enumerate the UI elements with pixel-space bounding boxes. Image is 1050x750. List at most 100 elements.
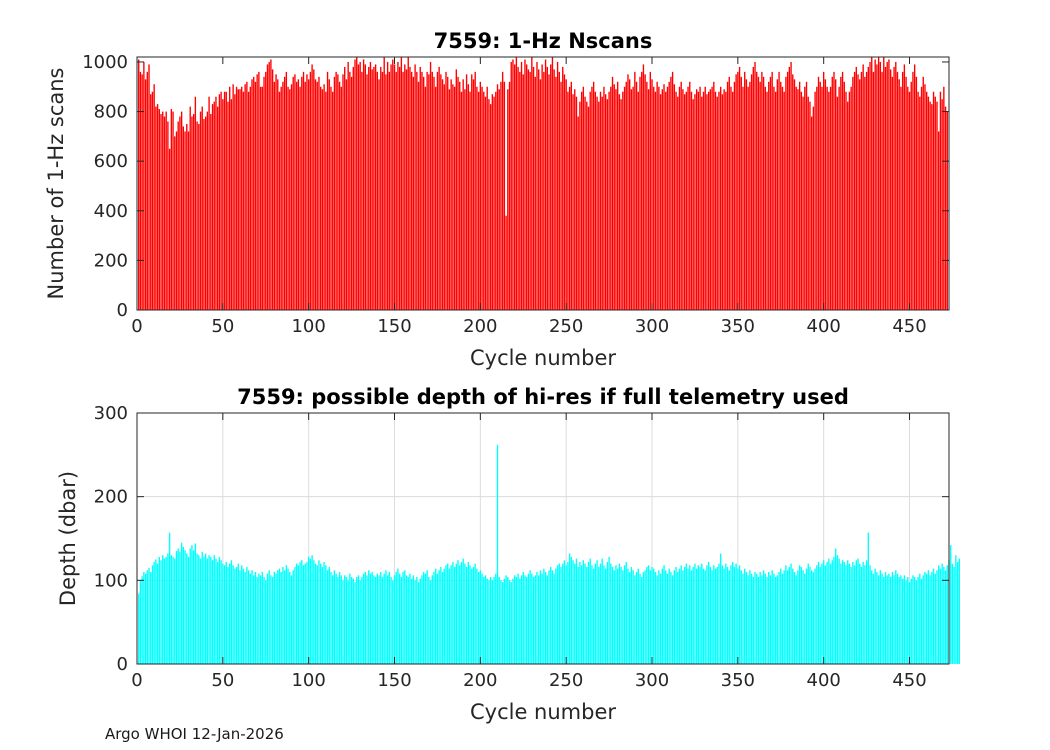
panel1-bar — [162, 111, 164, 310]
panel2-bar — [457, 560, 459, 664]
panel2-bar — [656, 575, 658, 664]
panel1-bar — [812, 106, 815, 310]
panel2-bar — [290, 575, 293, 664]
panel2-bar — [637, 568, 639, 664]
panel2-bar — [699, 566, 701, 664]
panel1-bar — [536, 61, 538, 311]
panel2-bar — [368, 570, 370, 664]
panel2-bar — [776, 575, 779, 664]
panel2-bar — [385, 570, 387, 664]
panel1-y-tick-label: 800 — [94, 102, 128, 123]
panel2-x-tick-label: 450 — [892, 670, 926, 691]
panel2-bar — [155, 559, 157, 664]
panel1-bar — [879, 61, 882, 311]
panel1-bar — [774, 91, 777, 310]
panel1-bar — [217, 106, 219, 310]
panel2-bar — [259, 575, 262, 664]
panel2-bar — [632, 570, 634, 664]
panel2-bar — [314, 563, 317, 664]
panel2-bar — [665, 570, 667, 664]
panel2-bar — [752, 576, 754, 664]
panel2-bar — [565, 565, 567, 664]
panel2-bar — [271, 576, 274, 664]
panel2-bar — [675, 566, 677, 664]
panel1-bar — [544, 59, 547, 311]
panel2-bar — [232, 565, 234, 664]
panel2-bar — [670, 571, 672, 664]
panel2-bar — [768, 571, 770, 664]
panel2-bar — [845, 565, 847, 664]
panel1-bar — [780, 81, 782, 310]
panel2-bar — [211, 560, 214, 664]
panel1-bar — [828, 91, 830, 310]
panel2-y-tick-label: 200 — [94, 487, 128, 508]
panel2-bar — [320, 563, 322, 664]
panel1-bar — [694, 94, 696, 311]
panel2-bar — [201, 551, 203, 664]
panel2-bar — [572, 560, 574, 664]
panel1-bar — [423, 76, 425, 310]
panel1-bar — [687, 86, 689, 310]
panel1-bar — [719, 86, 722, 310]
panel2-bar — [165, 556, 167, 664]
panel2-bar — [744, 568, 746, 664]
panel2-bar — [330, 571, 332, 664]
panel1-bar — [575, 96, 578, 310]
panel1-bar — [682, 89, 684, 310]
panel2-bar — [163, 558, 166, 664]
panel1-bar — [804, 86, 806, 310]
panel1-bar — [917, 91, 919, 310]
panel2-bar — [701, 563, 703, 664]
panel2-bar — [189, 548, 191, 664]
panel1-bar — [400, 57, 403, 310]
panel2-bar — [570, 556, 573, 664]
panel1-bar — [901, 71, 904, 310]
panel1-bar — [768, 81, 770, 310]
panel1-bar — [225, 91, 227, 310]
panel1-bar — [641, 71, 643, 310]
panel1-bar — [876, 64, 878, 310]
panel1-y-axis-label: Number of 1-Hz scans — [44, 68, 68, 300]
panel2-bar — [148, 567, 150, 664]
panel1-bar — [560, 81, 562, 310]
panel1-bar — [881, 71, 883, 310]
panel1-bar — [419, 66, 421, 310]
panel1-bar — [435, 86, 437, 310]
panel2-bar — [529, 570, 531, 664]
panel1-bar — [654, 91, 657, 310]
panel1-bar — [484, 96, 487, 310]
panel2-bar — [644, 570, 646, 664]
panel1-bar — [320, 86, 322, 310]
panel1-y-tick-label: 0 — [117, 300, 128, 321]
panel1-bar — [920, 86, 923, 310]
panel1-bar — [268, 61, 270, 311]
panel2-bar — [489, 576, 492, 664]
panel1-bar — [287, 86, 289, 310]
panel1-bar — [855, 66, 857, 310]
panel2-bar — [251, 570, 253, 664]
panel1-bar — [943, 86, 945, 310]
panel2-bar — [750, 573, 753, 664]
panel2-bar — [543, 568, 545, 664]
panel1-bar — [459, 81, 461, 310]
panel1-bar — [359, 61, 361, 311]
panel1-bar — [807, 96, 809, 310]
panel1-bar — [218, 94, 221, 311]
panel2-bar — [156, 563, 159, 664]
panel1-bar — [167, 121, 169, 311]
panel2-bar — [235, 566, 238, 664]
panel2-bar — [484, 575, 487, 664]
panel1-bar — [711, 86, 713, 310]
panel1-bar — [795, 86, 797, 310]
panel2-bar — [402, 571, 404, 664]
panel2-bar — [874, 568, 876, 664]
panel2-bar — [764, 573, 766, 664]
panel1-bar — [191, 116, 193, 310]
panel2-bar — [780, 568, 782, 664]
panel1-bar — [211, 104, 214, 310]
panel1-bar — [526, 64, 528, 310]
panel1-bar — [625, 81, 627, 310]
panel2-bar — [872, 573, 875, 664]
panel2-bar — [426, 570, 428, 664]
panel1-bar — [282, 81, 284, 310]
